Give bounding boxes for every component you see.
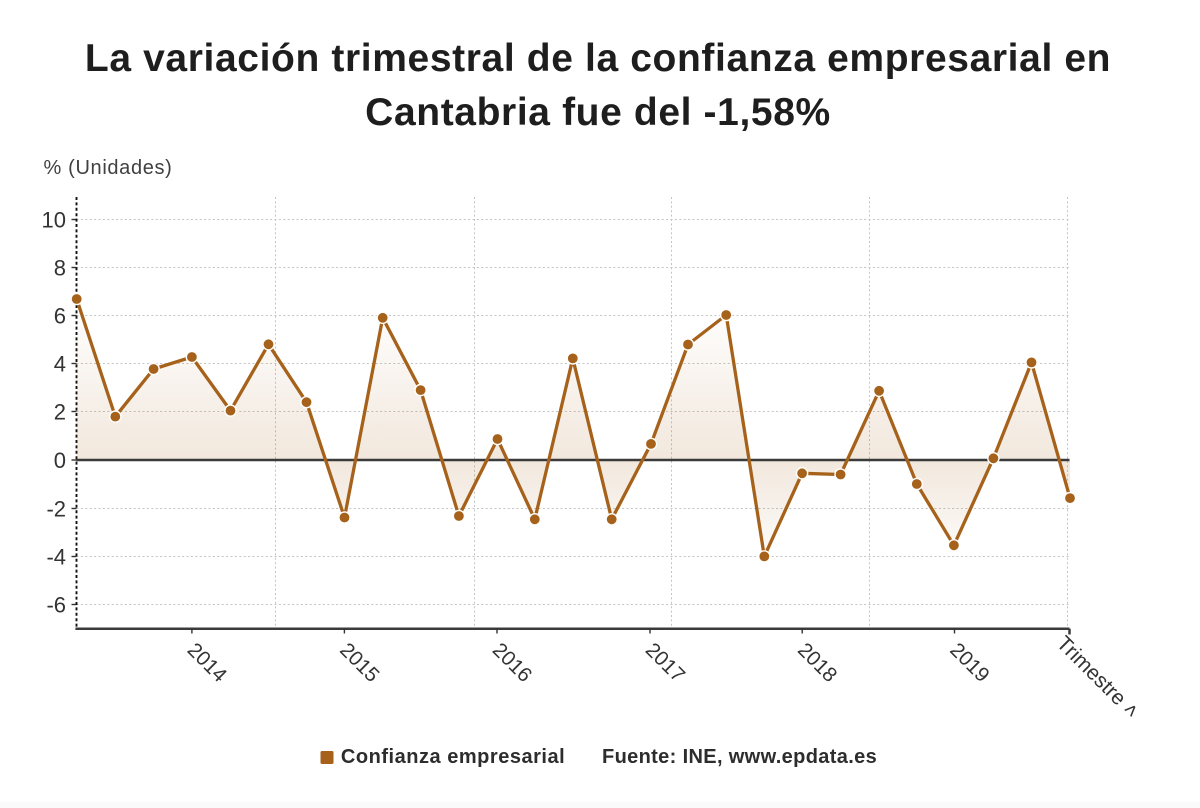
svg-text:10: 10 (42, 207, 66, 232)
svg-text:Cantabria fue del -1,58%: Cantabria fue del -1,58% (365, 91, 831, 134)
svg-text:-4: -4 (46, 544, 66, 569)
svg-text:0: 0 (54, 448, 66, 473)
svg-text:4: 4 (54, 351, 66, 376)
svg-text:% (Unidades): % (Unidades) (44, 157, 173, 179)
svg-text:Fuente: INE, www.epdata.es: Fuente: INE, www.epdata.es (602, 746, 877, 768)
svg-text:2: 2 (54, 399, 66, 424)
svg-text:6: 6 (54, 303, 66, 328)
svg-text:La variación trimestral de la: La variación trimestral de la confianza … (85, 37, 1111, 80)
svg-text:-6: -6 (46, 592, 66, 617)
svg-text:Confianza empresarial: Confianza empresarial (341, 746, 565, 768)
svg-text:-2: -2 (46, 496, 66, 521)
svg-text:8: 8 (54, 255, 66, 280)
